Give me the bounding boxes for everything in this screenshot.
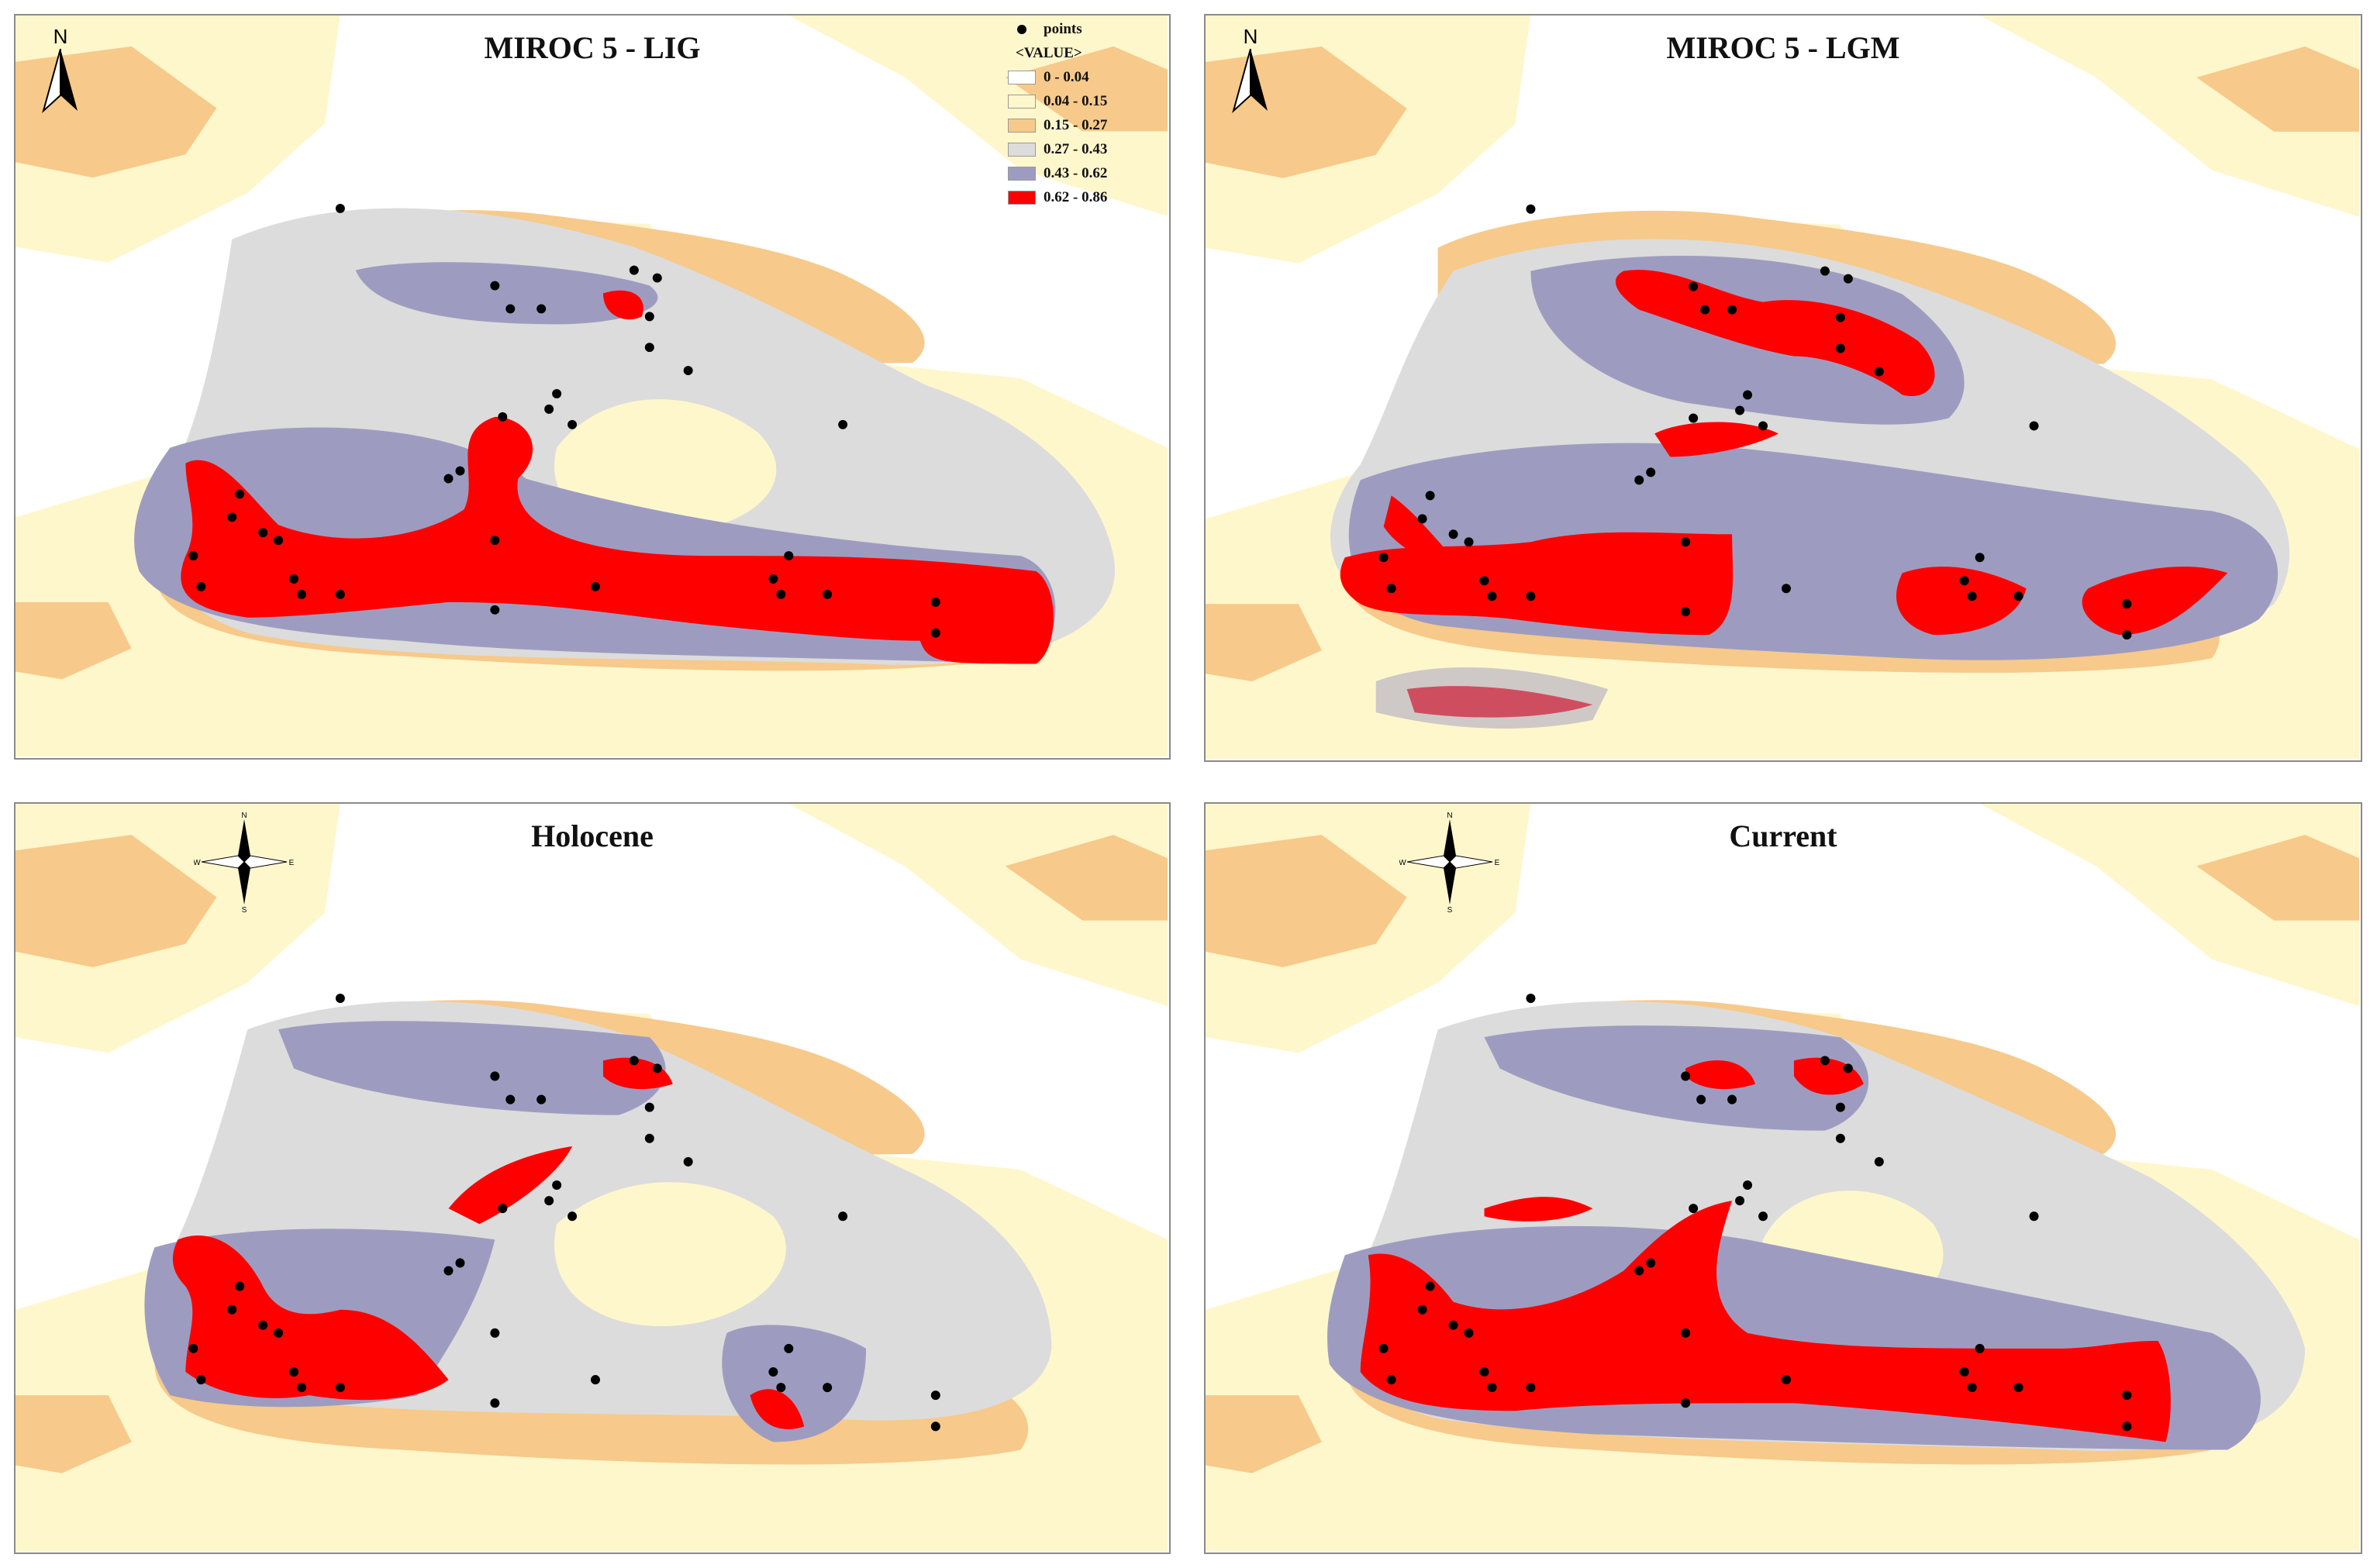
panel-title: MIROC 5 - LGM [1666, 30, 1900, 65]
compass-e: E [1495, 859, 1500, 867]
map-panel-holocene: Holocene N S E W [14, 802, 1171, 1554]
compass-w: W [194, 859, 201, 867]
point-symbol [1017, 24, 1026, 34]
compass-s: S [242, 906, 247, 912]
legend-swatch [1008, 166, 1036, 181]
north-arrow-icon: N [29, 25, 91, 118]
legend-swatch [1008, 94, 1036, 109]
north-arrow-icon: N [1220, 25, 1282, 118]
legend-class-label: 0 - 0.04 [1044, 68, 1089, 85]
legend-swatch [1008, 118, 1036, 133]
legend-class-label: 0.27 - 0.43 [1044, 140, 1108, 157]
occurrence-points [1378, 994, 2132, 1432]
compass-w: W [1399, 859, 1406, 867]
legend-class-label: 0.04 - 0.15 [1044, 92, 1108, 109]
map-panel-lgm: MIROC 5 - LGM N [1204, 14, 2362, 762]
legend-swatch [1008, 190, 1036, 205]
legend-swatch [1008, 70, 1036, 84]
legend-header: <VALUE> [1016, 44, 1082, 61]
compass-n: N [1447, 812, 1452, 820]
legend-class-label: 0.43 - 0.62 [1044, 164, 1108, 181]
legend-class-label: 0.62 - 0.86 [1044, 188, 1108, 205]
occurrence-points [1378, 204, 2132, 640]
compass-rose-icon: N S E W [193, 812, 295, 915]
occurrence-points [188, 203, 940, 638]
compass-e: E [289, 859, 295, 867]
suitability-map [1206, 804, 2360, 1551]
panel-title: Holocene [531, 818, 654, 853]
panel-title: Current [1729, 818, 1837, 853]
suitability-map [16, 804, 1168, 1551]
suitability-map [1206, 16, 2360, 760]
compass-n: N [241, 812, 247, 820]
map-panel-current: Current N S E W [1204, 802, 2362, 1554]
occurrence-points [188, 994, 940, 1432]
legend-swatch [1008, 142, 1036, 157]
compass-s: S [1447, 906, 1453, 912]
compass-rose-icon: N S E W [1399, 812, 1500, 915]
suitability-map [16, 16, 1168, 757]
legend-points-label: points [1044, 20, 1082, 37]
legend-class-label: 0.15 - 0.27 [1044, 116, 1108, 133]
map-panel-lig: MIROC 5 - LIG N points <VALUE> 0 - 0.04 … [14, 14, 1171, 760]
panel-title: MIROC 5 - LIG [484, 30, 701, 65]
map-legend: points <VALUE> 0 - 0.04 0.04 - 0.15 0.15… [1008, 17, 1163, 209]
